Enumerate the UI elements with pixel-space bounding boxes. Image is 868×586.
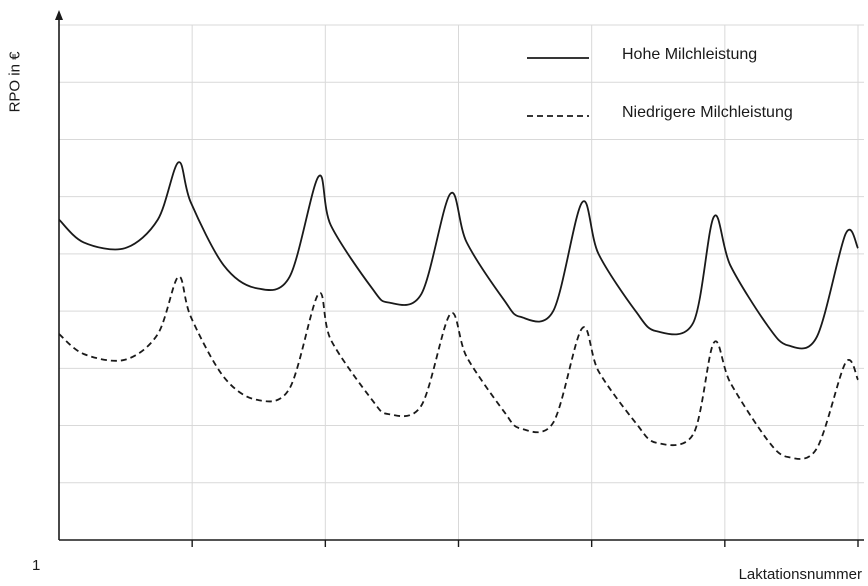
x-tick-label-first: 1 xyxy=(32,557,41,574)
x-ticks xyxy=(191,540,859,547)
legend xyxy=(527,57,589,117)
y-axis-label-box: RPO in € xyxy=(0,0,28,586)
series-line-high xyxy=(58,161,859,350)
series-group xyxy=(58,161,859,460)
y-axis-arrow-icon xyxy=(55,10,63,20)
gridlines xyxy=(59,24,864,540)
y-axis-label: RPO in € xyxy=(6,51,24,113)
legend-label-low: Niedrigere Milchleistung xyxy=(622,104,793,121)
x-axis-label: Laktationsnummer xyxy=(738,566,862,583)
axes xyxy=(55,10,864,541)
legend-label-high: Hohe Milchleistung xyxy=(622,46,758,63)
series-line-low xyxy=(58,275,859,460)
